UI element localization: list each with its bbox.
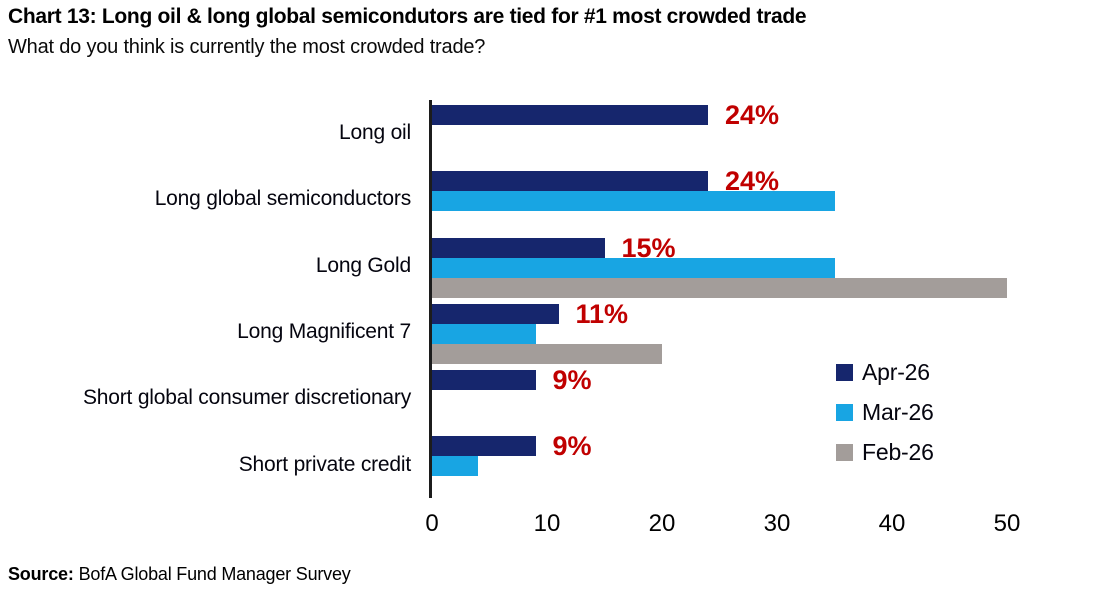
category-label-long-magnificent-7: Long Magnificent 7	[237, 320, 411, 344]
chart-row-short-private-credit: Short private credit 9%	[0, 431, 1100, 498]
bar-mar-26-short-private-credit	[432, 456, 478, 477]
legend-item-apr-26: Apr-26	[836, 352, 934, 392]
bar-slot-apr-26-long-oil: 24%	[432, 100, 1100, 130]
x-tick-20: 20	[648, 510, 676, 537]
bar-apr-26-long-gold	[432, 237, 605, 258]
bar-slot-mar-26-long-global-semiconductors	[432, 191, 1100, 212]
bar-chart: Long oil 24% Long global semiconductors 24%…	[0, 100, 1100, 546]
legend-swatch-mar-26	[836, 403, 853, 421]
data-label-long-gold: 15%	[621, 232, 676, 263]
legend-label-feb-26: Feb-26	[862, 438, 934, 465]
bar-apr-26-long-oil	[432, 105, 708, 125]
bar-mar-26-long-global-semiconductors	[432, 191, 835, 212]
bar-slot-feb-26-short-global-consumer-discretionary	[432, 410, 1100, 430]
x-tick-10: 10	[533, 510, 561, 537]
x-tick-30: 30	[763, 510, 791, 537]
x-tick-40: 40	[878, 510, 906, 537]
bar-apr-26-short-global-consumer-discretionary	[432, 370, 536, 391]
bar-slot-feb-26-long-gold	[432, 277, 1100, 298]
bar-slot-mar-26-short-private-credit	[432, 456, 1100, 477]
source-label: Source:	[8, 564, 74, 584]
source-note: Source: BofA Global Fund Manager Survey	[8, 564, 351, 585]
bar-slot-feb-26-short-private-credit	[432, 476, 1100, 496]
chart-legend: Apr-26 Mar-26 Feb-26	[836, 352, 934, 472]
legend-swatch-feb-26	[836, 443, 853, 461]
x-tick-50: 50	[993, 510, 1021, 537]
x-axis-ticks: 0 10 20 30 40 50	[0, 510, 1100, 542]
bar-apr-26-long-magnificent-7	[432, 303, 559, 324]
bar-feb-26-long-gold	[432, 277, 1007, 298]
bar-slot-feb-26-long-global-semiconductors	[432, 211, 1100, 231]
bar-apr-26-long-global-semiconductors	[432, 171, 708, 192]
category-label-long-gold: Long Gold	[315, 253, 411, 277]
legend-item-mar-26: Mar-26	[836, 392, 934, 432]
legend-swatch-apr-26	[836, 363, 853, 381]
category-label-long-oil: Long oil	[339, 121, 411, 145]
chart-subtitle: What do you think is currently the most …	[8, 36, 486, 58]
bar-group-short-private-credit: 9%	[429, 431, 1100, 498]
bar-slot-feb-26-long-magnificent-7	[432, 343, 1100, 364]
data-label-short-global-consumer-discretionary: 9%	[552, 365, 592, 396]
chart-title: Chart 13: Long oil & long global semicon…	[8, 5, 807, 28]
bar-slot-mar-26-long-gold	[432, 257, 1100, 278]
x-tick-0: 0	[425, 510, 439, 537]
bar-group-short-global-consumer-discretionary: 9%	[429, 365, 1100, 432]
bar-slot-apr-26-short-private-credit: 9%	[432, 431, 1100, 462]
bar-group-long-magnificent-7: 11%	[429, 298, 1100, 366]
bar-apr-26-short-private-credit	[432, 436, 536, 457]
bar-group-long-global-semiconductors: 24%	[429, 166, 1100, 233]
bar-mar-26-long-magnificent-7	[432, 323, 536, 344]
bar-mar-26-long-gold	[432, 257, 835, 278]
chart-row-long-global-semiconductors: Long global semiconductors 24%	[0, 166, 1100, 233]
bar-slot-feb-26-long-oil	[432, 145, 1100, 165]
bar-feb-26-long-magnificent-7	[432, 343, 662, 364]
category-label-short-global-consumer-discretionary: Short global consumer discretionary	[83, 386, 411, 410]
data-label-long-magnificent-7: 11%	[575, 298, 629, 329]
bar-group-long-oil: 24%	[429, 100, 1100, 167]
bar-slot-apr-26-long-magnificent-7: 11%	[432, 298, 1100, 329]
legend-item-feb-26: Feb-26	[836, 432, 934, 472]
source-text: BofA Global Fund Manager Survey	[78, 564, 351, 584]
data-label-long-oil: 24%	[725, 100, 780, 130]
data-label-short-private-credit: 9%	[552, 431, 592, 462]
bar-slot-apr-26-long-global-semiconductors: 24%	[432, 166, 1100, 197]
chart-row-long-magnificent-7: Long Magnificent 7 11%	[0, 298, 1100, 366]
legend-label-apr-26: Apr-26	[862, 358, 930, 385]
legend-label-mar-26: Mar-26	[862, 398, 934, 425]
chart-row-long-gold: Long Gold 15%	[0, 232, 1100, 299]
bar-slot-mar-26-short-global-consumer-discretionary	[432, 390, 1100, 410]
bar-slot-apr-26-short-global-consumer-discretionary: 9%	[432, 365, 1100, 396]
chart-header: Chart 13: Long oil & long global semicon…	[8, 5, 1092, 59]
bar-chart-rows: Long oil 24% Long global semiconductors 24%…	[0, 100, 1100, 498]
category-label-long-global-semiconductors: Long global semiconductors	[154, 187, 411, 211]
chart-row-short-global-consumer-discretionary: Short global consumer discretionary 9%	[0, 365, 1100, 432]
bar-slot-mar-26-long-magnificent-7	[432, 323, 1100, 344]
data-label-long-global-semiconductors: 24%	[725, 166, 780, 197]
bar-slot-apr-26-long-gold: 15%	[432, 232, 1100, 263]
category-label-short-private-credit: Short private credit	[238, 452, 411, 476]
bar-group-long-gold: 15%	[429, 232, 1100, 299]
chart-row-long-oil: Long oil 24%	[0, 100, 1100, 167]
